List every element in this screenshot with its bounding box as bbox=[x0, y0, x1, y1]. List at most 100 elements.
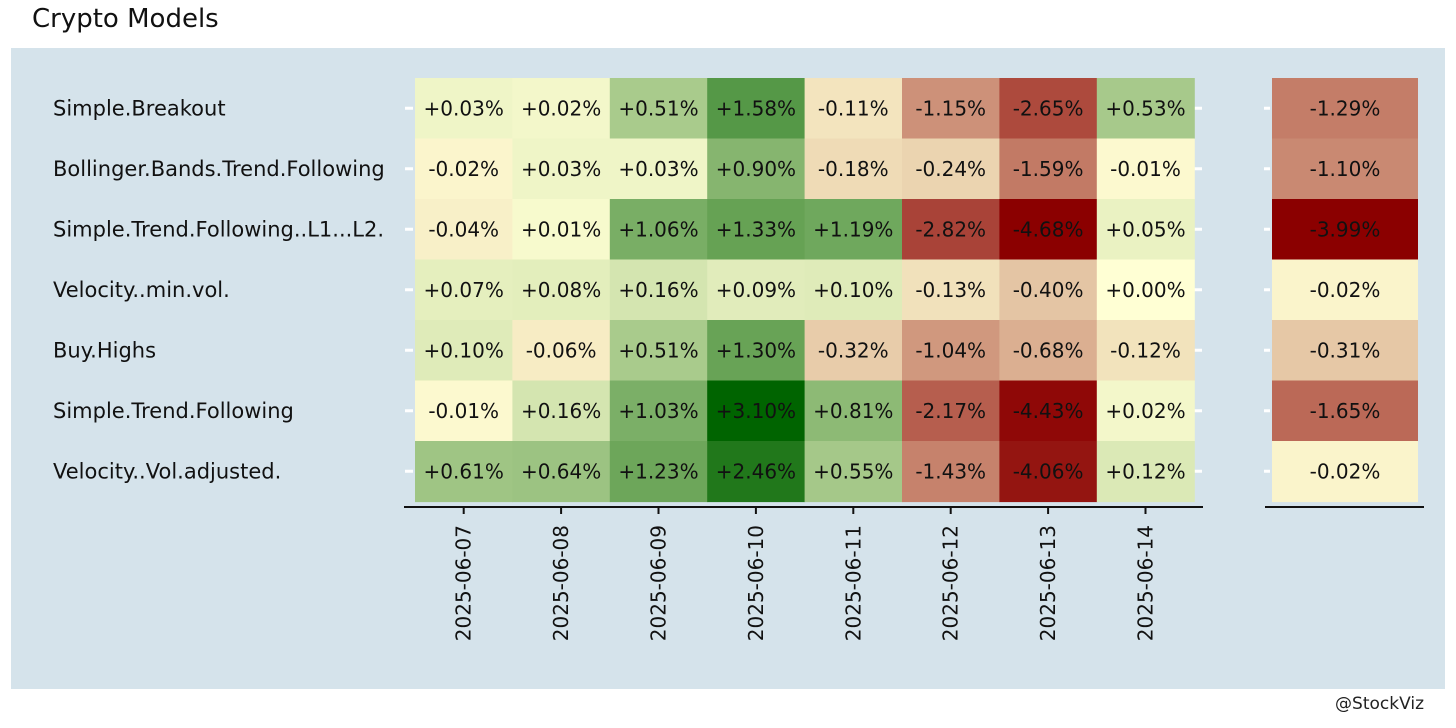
cell-label: -0.68% bbox=[1013, 338, 1084, 362]
x-tick-label: 2025-06-07 bbox=[452, 525, 476, 641]
heatmap-cell bbox=[902, 199, 1000, 261]
heatmap-cell bbox=[415, 441, 513, 503]
row-label: Bollinger.Bands.Trend.Following bbox=[53, 157, 385, 181]
heatmap-cell bbox=[999, 380, 1098, 442]
cell-label: -0.01% bbox=[428, 399, 499, 423]
heatmap-cell bbox=[415, 199, 513, 261]
heatmap-cell bbox=[999, 259, 1098, 321]
cell-label: -0.04% bbox=[428, 217, 499, 241]
cell-label: -2.65% bbox=[1013, 96, 1084, 120]
heatmap-cell bbox=[1096, 380, 1195, 442]
summary-cell bbox=[1272, 259, 1418, 321]
heatmap-cell bbox=[902, 441, 1000, 503]
page-title: Crypto Models bbox=[32, 4, 219, 34]
cell-label: -1.15% bbox=[915, 96, 986, 120]
heatmap-cell bbox=[707, 441, 806, 503]
summary-cell bbox=[1272, 199, 1418, 261]
summary-label: -0.31% bbox=[1310, 338, 1381, 362]
cell-label: -0.32% bbox=[818, 338, 889, 362]
x-tick-label: 2025-06-14 bbox=[1134, 525, 1158, 641]
heatmap-cell bbox=[804, 138, 903, 200]
heatmap-cell bbox=[902, 78, 1000, 140]
cell-label: +0.16% bbox=[618, 278, 698, 302]
heatmap-cell bbox=[1096, 199, 1195, 261]
heatmap-cell bbox=[512, 380, 611, 442]
cell-label: +0.51% bbox=[618, 338, 698, 362]
summary-cell bbox=[1272, 138, 1418, 200]
cell-label: +0.55% bbox=[813, 459, 893, 483]
cell-label: -4.43% bbox=[1013, 399, 1084, 423]
cell-label: +0.03% bbox=[424, 96, 504, 120]
summary-label: -1.29% bbox=[1310, 96, 1381, 120]
heatmap-cell bbox=[707, 138, 806, 200]
heatmap-cell bbox=[707, 320, 806, 382]
heatmap-cell bbox=[804, 320, 903, 382]
heatmap-cell bbox=[609, 380, 708, 442]
summary-label: -0.02% bbox=[1310, 459, 1381, 483]
cell-label: -1.43% bbox=[915, 459, 986, 483]
cell-label: +1.58% bbox=[716, 96, 796, 120]
cell-label: +1.33% bbox=[716, 217, 796, 241]
heatmap-cell bbox=[415, 138, 513, 200]
heatmap-cell bbox=[609, 259, 708, 321]
cell-label: +1.23% bbox=[618, 459, 698, 483]
heatmap-cell bbox=[1096, 138, 1195, 200]
cell-label: -2.82% bbox=[915, 217, 986, 241]
cell-label: +3.10% bbox=[716, 399, 796, 423]
heatmap-cell bbox=[804, 380, 903, 442]
cell-label: +0.07% bbox=[424, 278, 504, 302]
heatmap-cell bbox=[902, 380, 1000, 442]
summary-cell bbox=[1272, 441, 1418, 503]
row-label: Simple.Trend.Following bbox=[53, 399, 294, 423]
heatmap-cell bbox=[609, 320, 708, 382]
heatmap-cell bbox=[415, 320, 513, 382]
heatmap-cell bbox=[804, 78, 903, 140]
heatmap-cell bbox=[415, 259, 513, 321]
cell-label: +0.81% bbox=[813, 399, 893, 423]
cell-label: +0.51% bbox=[618, 96, 698, 120]
heatmap-cell bbox=[902, 320, 1000, 382]
summary-label: -1.10% bbox=[1310, 157, 1381, 181]
cell-label: +1.30% bbox=[716, 338, 796, 362]
heatmap-cell bbox=[707, 199, 806, 261]
cell-label: +0.05% bbox=[1105, 217, 1185, 241]
cell-label: +0.09% bbox=[716, 278, 796, 302]
heatmap-cell bbox=[902, 138, 1000, 200]
credit-label: @StockViz bbox=[1335, 694, 1424, 714]
cell-label: +1.19% bbox=[813, 217, 893, 241]
heatmap-cell bbox=[609, 199, 708, 261]
heatmap-cell bbox=[1096, 441, 1195, 503]
summary-cell bbox=[1272, 78, 1418, 140]
summary-label: -0.02% bbox=[1310, 278, 1381, 302]
heatmap-cell bbox=[1096, 78, 1195, 140]
heatmap-cell bbox=[999, 320, 1098, 382]
cell-label: -0.11% bbox=[818, 96, 889, 120]
heatmap-cell bbox=[999, 78, 1098, 140]
cell-label: +0.03% bbox=[618, 157, 698, 181]
x-tick-label: 2025-06-11 bbox=[841, 525, 865, 641]
cell-label: +0.10% bbox=[424, 338, 504, 362]
cell-label: -0.18% bbox=[818, 157, 889, 181]
row-label: Buy.Highs bbox=[53, 338, 156, 362]
x-tick-label: 2025-06-08 bbox=[549, 525, 573, 641]
cell-label: -2.17% bbox=[915, 399, 986, 423]
heatmap-cell bbox=[999, 138, 1098, 200]
row-label: Velocity..min.vol. bbox=[53, 278, 230, 302]
heatmap-cell bbox=[1096, 320, 1195, 382]
heatmap-cell bbox=[999, 441, 1098, 503]
cell-label: +0.61% bbox=[424, 459, 504, 483]
x-tick-label: 2025-06-10 bbox=[744, 525, 768, 641]
cell-label: -4.06% bbox=[1013, 459, 1084, 483]
cell-label: +2.46% bbox=[716, 459, 796, 483]
cell-label: +0.08% bbox=[521, 278, 601, 302]
heatmap-cell bbox=[804, 259, 903, 321]
cell-label: +0.90% bbox=[716, 157, 796, 181]
cell-label: +1.06% bbox=[618, 217, 698, 241]
heatmap-cell bbox=[415, 380, 513, 442]
x-tick-label: 2025-06-09 bbox=[647, 525, 671, 641]
cell-label: -0.01% bbox=[1110, 157, 1181, 181]
cell-label: +0.53% bbox=[1105, 96, 1185, 120]
heatmap-cell bbox=[804, 441, 903, 503]
heatmap-cell bbox=[415, 78, 513, 140]
cell-label: -1.59% bbox=[1013, 157, 1084, 181]
